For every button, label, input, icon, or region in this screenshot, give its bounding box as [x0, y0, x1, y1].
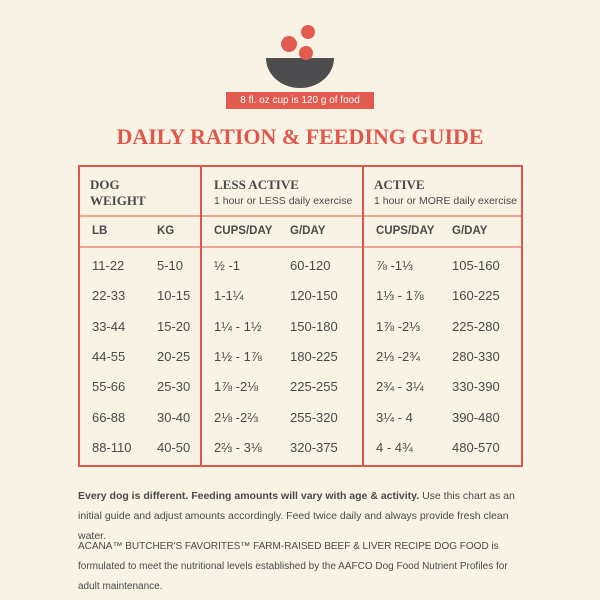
- cell: 11-22: [92, 258, 125, 273]
- cell: 390-480: [452, 409, 500, 425]
- cell: 60-120: [290, 258, 331, 273]
- cell: 1⅓ - 1⅞: [376, 288, 424, 304]
- cell: 280-330: [452, 348, 500, 364]
- cell: 15-20: [157, 318, 191, 334]
- cell: 160-225: [452, 288, 500, 304]
- cell: 55-66: [92, 379, 126, 395]
- cell: 66-88: [92, 409, 126, 425]
- cell: 2⅛ -2⅔: [214, 409, 259, 425]
- cell: 1⅞ -2⅓: [376, 318, 421, 334]
- cell: 480-570: [452, 439, 500, 455]
- cell: 225-280: [452, 318, 500, 334]
- cell: 1⅞ -2⅛: [214, 379, 259, 395]
- cell: 320-375: [290, 439, 338, 455]
- cell: 25-30: [157, 379, 191, 395]
- group-title: DOG WEIGHT: [90, 177, 146, 208]
- group-subtitle: 1 hour or LESS daily exercise: [214, 195, 353, 207]
- cell: 20-25: [157, 348, 191, 364]
- group-title: ACTIVE: [374, 177, 425, 192]
- cell: 105-160: [452, 258, 500, 273]
- cell: 5-10: [157, 258, 184, 273]
- cell: 2⅔ - 3⅛: [214, 439, 262, 455]
- cell: 1-1¼: [214, 288, 244, 304]
- cell: 2⅓ -2¾: [376, 348, 421, 364]
- cell: ½ -1: [214, 258, 241, 273]
- cell: 330-390: [452, 379, 500, 395]
- food-ball: [301, 25, 315, 39]
- cell: 3¼ - 4: [376, 409, 413, 425]
- cell: 255-320: [290, 409, 338, 425]
- banner-bg: [226, 92, 374, 109]
- cell: 120-150: [290, 288, 338, 304]
- cell: 88-110: [92, 439, 132, 455]
- column-header: CUPS/DAY: [214, 225, 273, 237]
- banner: 8 fl. oz cup is 120 g of food: [240, 95, 360, 106]
- cell: 33-44: [92, 318, 126, 334]
- note-text: Use this chart as an initial guide and a…: [78, 490, 515, 542]
- cell: ⅞ -1⅓: [376, 258, 413, 273]
- column-header: G/DAY: [290, 225, 326, 237]
- group-title: LESS ACTIVE: [214, 177, 299, 192]
- cell: 225-255: [290, 379, 338, 395]
- title: DAILY RATION & FEEDING GUIDE: [116, 124, 484, 149]
- group-subtitle: 1 hour or MORE daily exercise: [374, 195, 517, 207]
- cell: 150-180: [290, 318, 338, 334]
- cell: 10-15: [157, 288, 191, 304]
- column-header: CUPS/DAY: [376, 225, 435, 237]
- column-header: G/DAY: [452, 225, 488, 237]
- column-header: LB: [92, 225, 108, 237]
- column-header: KG: [157, 225, 175, 237]
- note-bold: Every dog is different. Feeding amounts …: [78, 490, 420, 502]
- food-ball: [299, 46, 313, 60]
- disclaimer: ACANA™ BUTCHER'S FAVORITES™ FARM-RAISED …: [78, 541, 508, 592]
- note: Every dog is different. Feeding amounts …: [78, 486, 528, 546]
- cell: 40-50: [157, 439, 191, 455]
- cell: 1½ - 1⅞: [214, 348, 262, 364]
- food-ball: [281, 36, 297, 52]
- cell: 30-40: [157, 409, 191, 425]
- cell: 22-33: [92, 288, 126, 304]
- cell: 1¼ - 1½: [214, 318, 262, 334]
- bowl: [266, 58, 334, 88]
- table-border: [78, 165, 523, 467]
- cell: 4 - 4¾: [376, 439, 413, 455]
- cell: 44-55: [92, 348, 126, 364]
- cell: 2¾ - 3¼: [376, 379, 424, 395]
- cell: 180-225: [290, 348, 338, 364]
